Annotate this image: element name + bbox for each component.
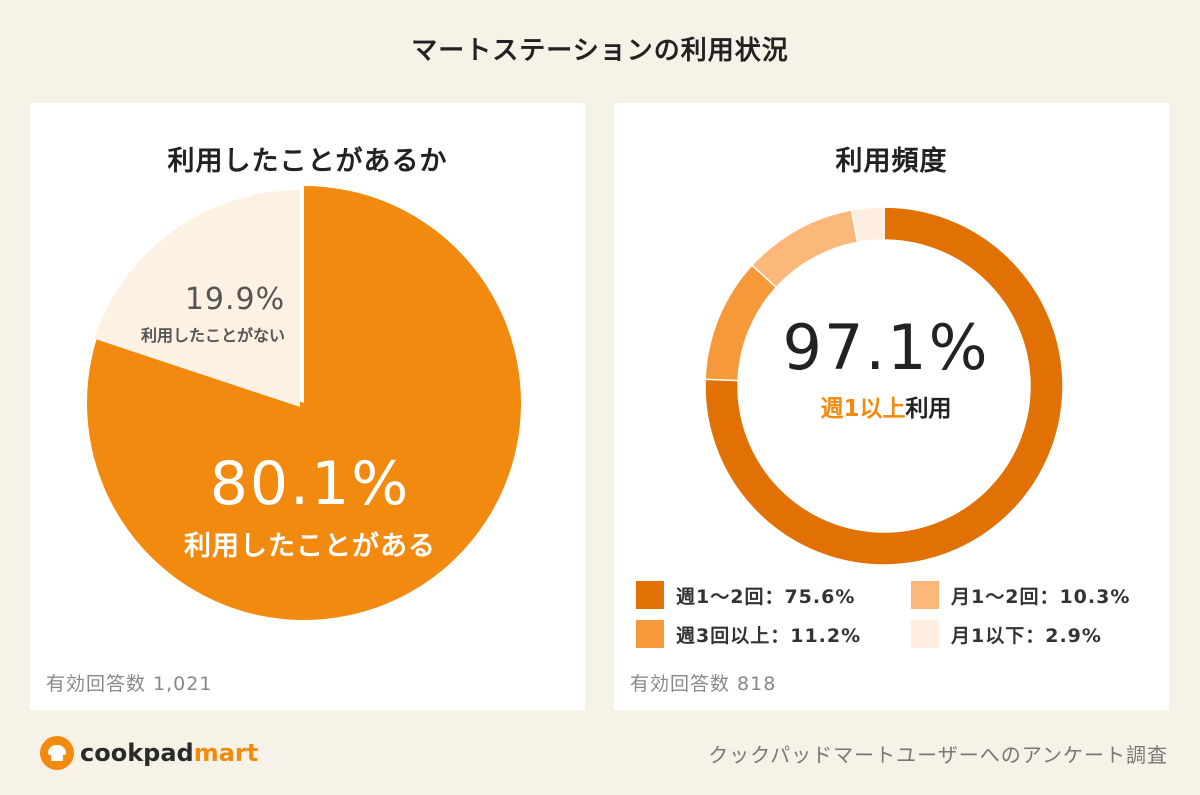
legend-label: 月1以下：2.9%	[951, 624, 1102, 647]
legend-item-weekly-1-2: 週1〜2回：75.6%	[636, 581, 855, 609]
legend-item-weekly-3-plus: 週3回以上：11.2%	[636, 620, 861, 648]
legend-item-monthly-1-less: 月1以下：2.9%	[911, 620, 1102, 648]
donut-center-highlight: 週1以上	[820, 396, 905, 422]
chef-hat-icon	[40, 736, 74, 770]
left-response-count: 有効回答数 1,021	[46, 673, 213, 695]
pie-slice-used	[87, 186, 521, 620]
usage-frequency-donut-chart: 97.1% 週1以上利用	[704, 206, 1064, 566]
usage-frequency-title: 利用頻度	[835, 146, 948, 177]
donut-center-suffix: 利用	[906, 396, 952, 422]
legend-swatch	[636, 620, 664, 648]
donut-center-caption: 週1以上利用	[820, 396, 951, 422]
pie-slice-not-used	[94, 190, 300, 407]
usage-frequency-panel: 利用頻度 97.1% 週1以上利用 週1〜2回：75.6% 週3回以上：11.2…	[614, 103, 1169, 710]
pie-label-pct-big: 80.1%	[210, 449, 411, 519]
legend-swatch	[911, 581, 939, 609]
legend-label: 週1〜2回：75.6%	[676, 585, 856, 608]
donut-slice-monthly-1-less	[850, 206, 885, 244]
cookpad-mart-logo: cookpadmart	[40, 735, 258, 771]
legend-swatch	[636, 581, 664, 609]
donut-slice-weekly-1-2	[704, 206, 1064, 566]
donut-slice-weekly-3-plus	[704, 264, 778, 382]
logo-word-mart: mart	[193, 739, 259, 767]
legend-item-monthly-1-2: 月1〜2回：10.3%	[911, 581, 1130, 609]
usage-experience-title: 利用したことがあるか	[167, 146, 448, 177]
legend-label: 月1〜2回：10.3%	[951, 585, 1131, 608]
main-title: マートステーションの利用状況	[411, 36, 789, 66]
usage-experience-panel: 利用したことがあるか 19.9% 利用したことがない 80.1% 利用したことが…	[30, 103, 585, 710]
logo-word-cookpad: cookpad	[80, 739, 194, 767]
pie-label-pct-small: 19.9%	[185, 282, 285, 317]
right-response-count: 有効回答数 818	[630, 673, 777, 695]
pie-label-text-small: 利用したことがない	[141, 326, 285, 345]
usage-experience-pie-chart: 19.9% 利用したことがない 80.1% 利用したことがある	[87, 186, 521, 620]
donut-center-pct: 97.1%	[783, 311, 990, 384]
legend-label: 週3回以上：11.2%	[676, 624, 862, 647]
survey-source: クックパッドマートユーザーへのアンケート調査	[708, 743, 1168, 767]
pie-label-text-big: 利用したことがある	[184, 530, 436, 562]
logo-wordmark: cookpadmart	[80, 739, 258, 767]
donut-slice-monthly-1-2	[750, 209, 859, 289]
legend-swatch	[911, 620, 939, 648]
